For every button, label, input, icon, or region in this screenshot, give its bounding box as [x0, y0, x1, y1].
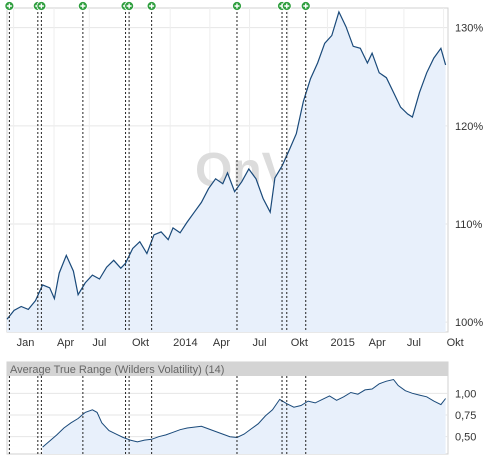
main-y-tick-label: 110%	[455, 219, 483, 231]
main-y-tick-label: 100%	[455, 317, 483, 329]
main-series-area	[6, 10, 447, 333]
event-plus-icon	[303, 3, 309, 9]
x-tick-label: Jul	[407, 337, 421, 349]
event-plus-icon	[6, 3, 12, 9]
x-tick-label: Okt	[291, 337, 308, 349]
event-plus-icon	[80, 3, 86, 9]
x-tick-label: Apr	[369, 337, 386, 349]
event-plus-icon	[38, 3, 44, 9]
indicator-y-tick-label: 0,75	[455, 410, 476, 422]
atr-indicator-panel: Average True Range (Wilders Volatility) …	[6, 361, 476, 455]
x-tick-label: Okt	[447, 337, 464, 349]
main-area-fill	[7, 11, 446, 333]
x-tick-label: Jul	[92, 337, 106, 349]
indicator-series-line	[42, 378, 446, 448]
main-y-tick-label: 130%	[455, 23, 483, 35]
main-y-tick-labels: 130% 120% 110% 100%	[455, 23, 483, 330]
event-plus-icon	[126, 3, 132, 9]
x-tick-label: Jan	[17, 337, 35, 349]
event-lines	[4, 1, 311, 332]
x-tick-label: Apr	[213, 337, 230, 349]
main-price-panel: OnVista 130%120%110%100%	[4, 1, 483, 333]
event-plus-icon	[149, 3, 155, 9]
main-series-line	[6, 10, 447, 320]
event-plus-icon	[234, 3, 240, 9]
indicator-title-bar	[7, 362, 448, 376]
indicator-event-lines	[8, 376, 307, 454]
x-tick-label: Okt	[132, 337, 149, 349]
x-tick-label: 2015	[330, 337, 354, 349]
indicator-y-tick-label: 1,00	[455, 388, 476, 400]
main-y-tick-label: 120%	[455, 121, 483, 133]
indicator-title: Average True Range (Wilders Volatility) …	[10, 364, 224, 376]
indicator-y-tick-label: 0,50	[455, 432, 476, 444]
x-tick-labels: Jan Apr Jul Okt 2014 Apr Jul Okt 2015 Apr Jul Okt	[17, 337, 464, 349]
x-tick-label: Apr	[57, 337, 74, 349]
indicator-series-area	[42, 378, 446, 454]
event-plus-icon	[284, 3, 290, 9]
indicator-y-tick-labels: 1,00 0,75 0,50	[455, 388, 476, 443]
x-tick-label: 2014	[173, 337, 197, 349]
indicator-area-fill	[42, 379, 446, 454]
x-tick-label: Jul	[253, 337, 267, 349]
